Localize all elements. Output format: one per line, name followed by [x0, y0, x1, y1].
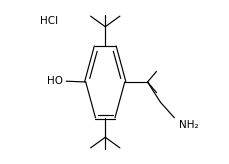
Text: HCl: HCl — [40, 16, 58, 26]
Text: HO: HO — [47, 76, 63, 86]
Text: NH₂: NH₂ — [178, 120, 198, 130]
